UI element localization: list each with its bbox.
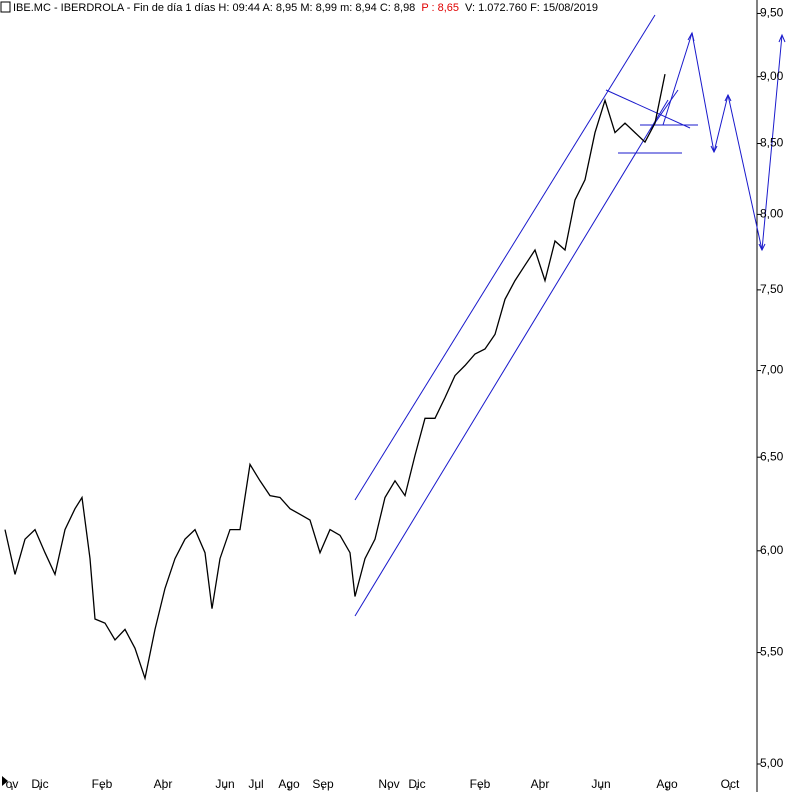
x-tick-label: Dic <box>408 777 425 791</box>
y-tick-label: 8,50 <box>760 136 784 150</box>
title-main: IBE.MC - IBERDROLA - Fin de día 1 días H… <box>13 2 415 14</box>
y-tick-label: 8,00 <box>760 207 784 221</box>
chart-title: IBE.MC - IBERDROLA - Fin de día 1 días H… <box>13 2 598 14</box>
x-tick-label: ov <box>6 777 19 791</box>
x-tick-label: Jul <box>248 777 263 791</box>
arrowhead <box>778 33 786 43</box>
x-tick-label: Ago <box>278 777 300 791</box>
y-tick-label: 5,50 <box>760 645 784 659</box>
y-tick-label: 6,50 <box>760 449 784 463</box>
price-line <box>4 73 666 681</box>
y-tick-label: 5,00 <box>760 756 784 770</box>
corner-box <box>0 1 11 13</box>
x-tick-label: Oct <box>721 777 740 791</box>
arrowhead <box>687 31 695 42</box>
x-tick-label: Abr <box>531 777 550 791</box>
x-tick-label: Abr <box>154 777 173 791</box>
scroll-arrow[interactable] <box>2 776 8 786</box>
y-tick-label: 7,00 <box>760 363 784 377</box>
x-tick-label: Nov <box>378 777 399 791</box>
channel-lower <box>354 99 669 617</box>
triangle-line <box>605 89 691 129</box>
x-tick-label: Jun <box>591 777 610 791</box>
title-volume: V: 1.072.760 F: 15/08/2019 <box>465 2 598 14</box>
x-tick-label: Dic <box>31 777 48 791</box>
y-tick-label: 7,50 <box>760 282 784 296</box>
title-previous: P : 8,65 <box>421 2 459 14</box>
x-tick-label: Feb <box>470 777 491 791</box>
arrowhead <box>724 93 732 102</box>
channel-upper <box>354 14 656 501</box>
y-tick-label: 6,00 <box>760 543 784 557</box>
x-tick-label: Ago <box>656 777 678 791</box>
x-tick-label: Jun <box>215 777 234 791</box>
x-tick-label: Feb <box>92 777 113 791</box>
arrowhead <box>710 145 718 154</box>
projection-zigzag <box>662 32 783 251</box>
drawing-tools <box>354 14 786 617</box>
y-tick-label: 9,50 <box>760 6 784 20</box>
y-tick-label: 9,00 <box>760 69 784 83</box>
x-tick-label: Sep <box>312 777 334 791</box>
arrowhead <box>758 243 766 252</box>
